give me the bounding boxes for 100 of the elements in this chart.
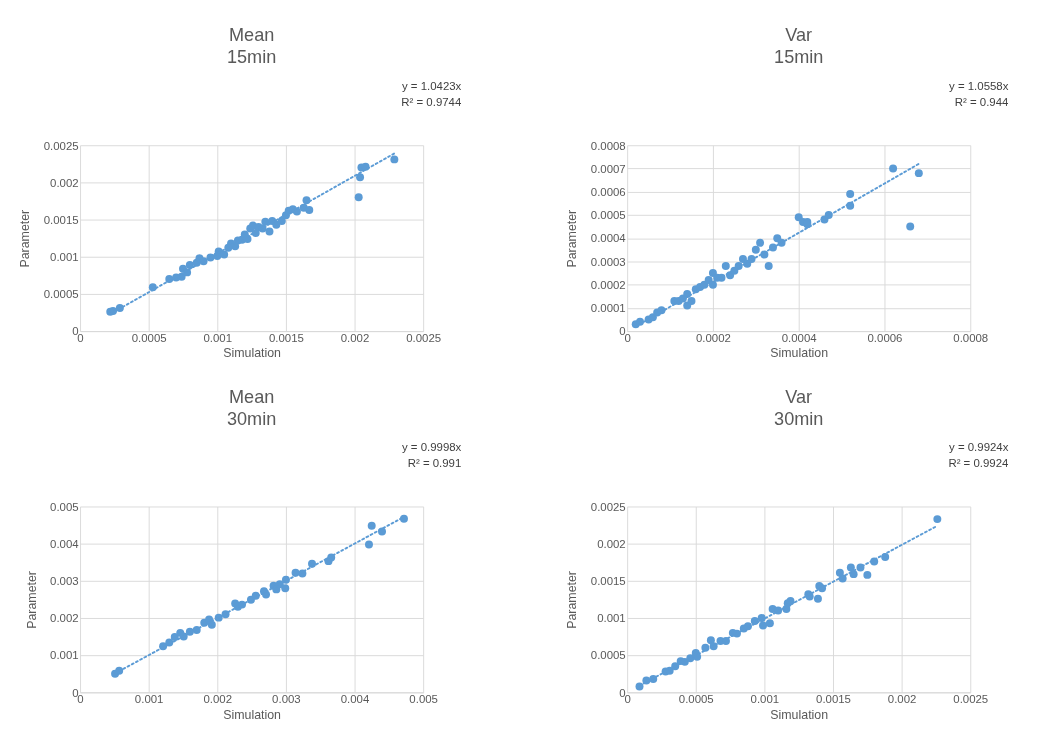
point [914, 169, 923, 178]
point [367, 521, 376, 530]
y-tick-label: 0.0005 [590, 209, 626, 222]
x-tick-label: 0.002 [340, 332, 370, 345]
chart-title: Mean [228, 386, 275, 407]
x-tick-label: 0.001 [203, 332, 233, 345]
text: R² = 0.9924 [948, 457, 1010, 470]
y-axis-title: Parameter [565, 571, 580, 629]
y-tick-label: 0.0025 [43, 139, 79, 152]
point [148, 283, 157, 292]
x-axis-title: Simulation [223, 346, 282, 361]
point [906, 222, 915, 231]
point [378, 527, 386, 536]
point [399, 514, 408, 523]
x-tick-label: 0.0005 [678, 693, 714, 706]
point [756, 238, 765, 247]
y-tick-label: 0.0006 [590, 186, 626, 198]
x-axis-title: Simulation [223, 707, 282, 722]
y-tick-label: 0.001 [50, 251, 79, 264]
y-tick-label: 0.0002 [590, 278, 626, 291]
point [356, 173, 365, 182]
point [390, 155, 399, 164]
x-tick-label: 0.0005 [131, 332, 167, 345]
point [687, 296, 696, 305]
x-tick-label: 0.0025 [953, 693, 989, 706]
y-tick-label: 0.0008 [590, 139, 626, 152]
point [813, 594, 822, 603]
x-tick-label: 0.0008 [953, 332, 989, 345]
y-tick-label: 0.004 [50, 537, 80, 550]
y-tick-label: 0.0003 [590, 255, 626, 268]
x-tick-label: 0.0015 [816, 693, 851, 706]
point [794, 213, 803, 222]
point [881, 553, 890, 562]
point [354, 193, 363, 202]
text: y = 0.9924x [949, 441, 1009, 454]
chart-subtitle: 30min [226, 408, 277, 429]
text: y = 1.0423x [401, 79, 462, 92]
x-tick-label: 0.004 [340, 693, 370, 706]
x-tick-label: 0.001 [134, 693, 164, 706]
chart-title: Var [785, 25, 813, 46]
y-tick-label: 0.0007 [590, 162, 626, 175]
y-tick-label: 0.0004 [590, 232, 627, 245]
y-tick-label: 0.0015 [590, 575, 626, 588]
y-tick-label: 0.005 [50, 500, 79, 513]
point [281, 584, 290, 593]
point [706, 636, 715, 645]
x-tick-label: 0.005 [409, 693, 438, 706]
point [265, 227, 274, 236]
y-axis-title: Parameter [24, 571, 39, 629]
x-axis-title: Simulation [770, 707, 829, 722]
x-tick-label: 0.0015 [268, 332, 304, 345]
x-tick-label: 0.001 [750, 693, 780, 706]
y-tick-label: 0.002 [50, 176, 79, 189]
point [708, 269, 717, 278]
point [220, 250, 229, 259]
x-tick-label: 0.002 [887, 693, 917, 706]
point [846, 190, 855, 199]
point [738, 255, 747, 264]
point [765, 619, 774, 628]
x-tick-label: 0.0004 [781, 332, 818, 345]
point [933, 515, 942, 524]
point [704, 276, 713, 284]
point [721, 262, 730, 271]
text: R² = 0.9744 [401, 96, 462, 109]
point [764, 262, 773, 271]
text: R² = 0.991 [407, 457, 462, 470]
text: y = 1.0558x [949, 79, 1009, 92]
point [751, 245, 760, 254]
y-tick-label: 0.001 [50, 649, 79, 662]
y-tick-label: 0.0001 [590, 302, 626, 315]
point [207, 620, 216, 629]
point [757, 614, 766, 622]
point [364, 540, 373, 549]
point [889, 164, 898, 173]
y-tick-label: 0.0005 [590, 649, 626, 662]
y-tick-label: 0.001 [597, 612, 626, 625]
point [849, 570, 858, 579]
y-axis-title: Parameter [18, 209, 33, 268]
y-tick-label: 0.002 [50, 612, 79, 625]
x-tick-label: 0.0025 [406, 332, 442, 345]
point [759, 621, 768, 630]
x-tick-label: 0.0006 [867, 332, 903, 345]
chart-subtitle: 15min [774, 47, 824, 68]
x-tick-label: 0.0002 [695, 332, 731, 345]
text: R² = 0.944 [954, 96, 1010, 109]
y-tick-label: 0.003 [50, 575, 79, 588]
chart-subtitle: 30min [774, 408, 824, 429]
y-tick-label: 0.002 [597, 537, 626, 550]
x-tick-label: 0.003 [272, 693, 301, 706]
y-axis-title: Parameter [565, 209, 580, 268]
y-tick-label: 0.0005 [43, 288, 79, 301]
x-tick-label: 0.002 [203, 693, 233, 706]
chart-title: Var [785, 386, 813, 407]
point [846, 563, 855, 572]
point [863, 570, 872, 579]
point [277, 217, 286, 226]
chart-subtitle: 15min [226, 47, 277, 68]
y-tick-label: 0.0025 [590, 500, 626, 513]
point [773, 234, 782, 243]
x-axis-title: Simulation [770, 346, 829, 361]
